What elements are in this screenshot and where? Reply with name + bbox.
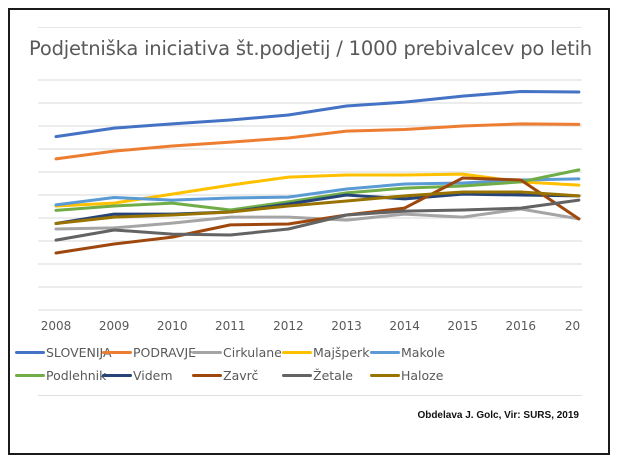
series-line-haloze <box>54 190 581 225</box>
series-line-slovenija <box>54 90 581 139</box>
series-line-makole <box>54 177 581 207</box>
legend-label: Majšperk <box>313 345 370 360</box>
chart-title: Podjetniška iniciativa št.podjetij / 100… <box>29 37 592 60</box>
legend-item: PODRAVJE <box>102 345 196 360</box>
x-tick-label: 20 <box>565 319 580 333</box>
legend-item: Žetale <box>282 368 353 383</box>
legend-swatch <box>15 351 45 354</box>
legend-swatch <box>192 374 222 377</box>
x-tick-label: 2010 <box>157 319 188 333</box>
legend-label: Cirkulane <box>223 345 282 360</box>
x-tick-label: 2011 <box>215 319 246 333</box>
title-top-rule <box>38 27 582 28</box>
legend-swatch <box>282 374 312 377</box>
legend-label: SLOVENIJA <box>46 345 112 360</box>
legend-swatch <box>192 351 222 354</box>
legend-swatch <box>370 374 400 377</box>
series-line-podlehnik <box>54 168 581 212</box>
x-tick-label: 2012 <box>273 319 304 333</box>
legend-label: Žetale <box>313 368 353 383</box>
legend-label: PODRAVJE <box>133 345 197 360</box>
x-tick-label: 2013 <box>331 319 362 333</box>
legend-swatch <box>102 351 132 354</box>
legend-item: Videm <box>102 368 173 383</box>
x-tick-label: 2008 <box>41 319 72 333</box>
legend-label: Makole <box>401 345 446 360</box>
source-note: Obdelava J. Golc, Vir: SURS, 2019 <box>417 410 579 421</box>
legend-item: Makole <box>370 345 445 360</box>
series-line-zetale <box>54 198 581 242</box>
legend-swatch <box>15 374 45 377</box>
series-line-zavrc <box>54 176 581 255</box>
x-tick-label: 2014 <box>389 319 420 333</box>
legend-swatch <box>370 351 400 354</box>
legend-label: Haloze <box>401 368 444 383</box>
legend-item: Cirkulane <box>192 345 282 360</box>
legend-swatch <box>282 351 312 354</box>
legend-label: Podlehnik <box>46 368 107 383</box>
legend-bottom-rule <box>38 395 582 396</box>
x-tick-label: 2009 <box>99 319 130 333</box>
legend-item: Majšperk <box>282 345 369 360</box>
x-tick-label: 2016 <box>506 319 537 333</box>
series-line-videm <box>54 192 581 225</box>
legend-label: Zavrč <box>223 368 259 383</box>
series-lines <box>54 90 581 255</box>
legend-item: SLOVENIJA <box>15 345 112 360</box>
series-line-podravje <box>54 122 581 161</box>
legend-label: Videm <box>133 368 173 383</box>
legend-item: Podlehnik <box>15 368 106 383</box>
legend-item: Zavrč <box>192 368 258 383</box>
x-axis-ticks: 2008 2009 2010 2011 2012 2013 2014 2015 2016 20 <box>41 319 580 333</box>
x-tick-label: 2015 <box>447 319 478 333</box>
legend-item: Haloze <box>370 368 443 383</box>
legend-swatch <box>102 374 132 377</box>
